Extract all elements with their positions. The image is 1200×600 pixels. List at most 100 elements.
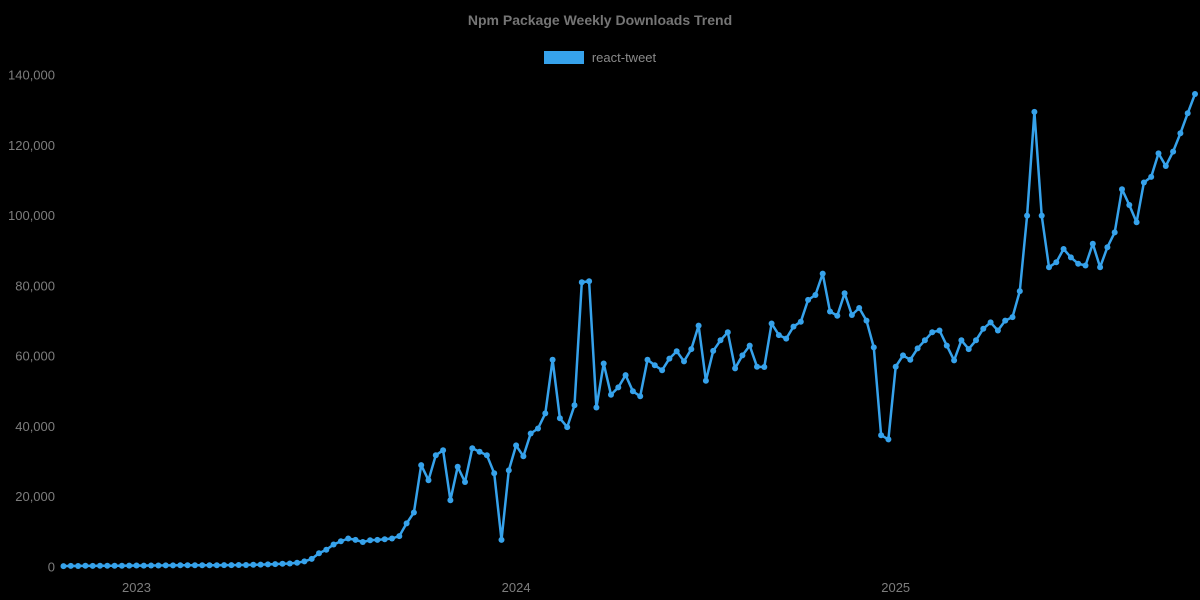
data-point[interactable] [535, 425, 541, 432]
data-point[interactable] [111, 562, 118, 569]
data-point[interactable] [425, 477, 432, 484]
data-point[interactable] [914, 345, 921, 352]
data-point[interactable] [856, 305, 863, 311]
data-point[interactable] [761, 364, 768, 370]
data-point[interactable] [389, 535, 395, 542]
data-point[interactable] [447, 497, 454, 504]
data-point[interactable] [213, 562, 220, 569]
data-point[interactable] [622, 372, 629, 379]
data-point[interactable] [695, 322, 702, 329]
data-point[interactable] [316, 550, 322, 557]
data-point[interactable] [878, 432, 885, 439]
data-point[interactable] [337, 538, 344, 545]
data-point[interactable] [410, 509, 417, 516]
data-point[interactable] [1192, 91, 1198, 97]
legend-item-react-tweet[interactable]: react-tweet [543, 50, 656, 65]
data-point[interactable] [454, 463, 461, 470]
data-point[interactable] [177, 562, 184, 569]
data-point[interactable] [1140, 179, 1147, 186]
data-point[interactable] [797, 318, 804, 325]
data-point[interactable] [418, 462, 425, 469]
data-point[interactable] [1133, 219, 1140, 226]
data-point[interactable] [1053, 259, 1060, 266]
data-point[interactable] [681, 358, 687, 365]
data-point[interactable] [936, 327, 943, 334]
data-point[interactable] [359, 539, 366, 545]
data-point[interactable] [951, 357, 958, 364]
data-point[interactable] [1089, 240, 1096, 247]
data-point[interactable] [637, 393, 644, 400]
data-point[interactable] [403, 520, 410, 527]
data-point[interactable] [374, 536, 381, 543]
data-point[interactable] [644, 356, 651, 363]
data-point[interactable] [1119, 186, 1125, 193]
data-point[interactable] [987, 319, 994, 326]
data-point[interactable] [1016, 288, 1023, 295]
data-point[interactable] [549, 356, 556, 363]
data-point[interactable] [790, 323, 797, 330]
data-point[interactable] [608, 391, 614, 398]
data-point[interactable] [1177, 130, 1184, 137]
data-point[interactable] [834, 312, 841, 319]
data-point[interactable] [352, 536, 359, 543]
data-point[interactable] [739, 352, 746, 359]
data-point[interactable] [148, 562, 155, 569]
data-point[interactable] [717, 337, 724, 344]
data-point[interactable] [666, 355, 673, 362]
data-point[interactable] [67, 562, 74, 569]
data-point[interactable] [162, 562, 169, 569]
data-point[interactable] [469, 445, 476, 452]
data-point[interactable] [673, 348, 680, 355]
data-point[interactable] [1148, 173, 1155, 180]
data-point[interactable] [885, 436, 892, 443]
data-point[interactable] [783, 335, 790, 342]
data-point[interactable] [498, 536, 505, 543]
data-point[interactable] [973, 337, 979, 344]
data-point[interactable] [279, 560, 286, 567]
data-point[interactable] [330, 541, 337, 548]
data-point[interactable] [900, 352, 906, 359]
data-point[interactable] [396, 533, 403, 540]
data-point[interactable] [345, 535, 352, 542]
data-point[interactable] [1031, 108, 1038, 115]
data-point[interactable] [1082, 262, 1089, 269]
data-point[interactable] [235, 562, 242, 568]
data-point[interactable] [746, 342, 753, 349]
data-point[interactable] [578, 279, 585, 286]
data-point[interactable] [483, 452, 490, 459]
data-point[interactable] [659, 367, 666, 374]
data-point[interactable] [827, 308, 833, 315]
data-point[interactable] [710, 347, 717, 354]
data-point[interactable] [520, 453, 527, 460]
data-point[interactable] [89, 562, 96, 569]
data-point[interactable] [848, 312, 855, 318]
data-point[interactable] [140, 562, 147, 569]
data-point[interactable] [1184, 110, 1191, 117]
data-point[interactable] [702, 377, 709, 384]
data-point[interactable] [476, 448, 483, 455]
data-point[interactable] [805, 296, 812, 303]
data-point[interactable] [272, 561, 279, 568]
data-point[interactable] [184, 562, 191, 569]
data-point[interactable] [812, 292, 819, 298]
data-point[interactable] [1075, 260, 1082, 267]
data-point[interactable] [980, 325, 987, 332]
data-point[interactable] [1170, 148, 1177, 155]
data-point[interactable] [206, 562, 213, 569]
data-point[interactable] [118, 562, 125, 569]
data-point[interactable] [440, 447, 447, 454]
data-point[interactable] [82, 562, 89, 569]
data-point[interactable] [126, 562, 133, 569]
data-point[interactable] [1097, 264, 1104, 271]
data-point[interactable] [294, 559, 301, 566]
data-point[interactable] [264, 561, 271, 568]
data-point[interactable] [556, 415, 563, 422]
data-point[interactable] [228, 562, 235, 569]
data-point[interactable] [243, 562, 249, 568]
data-point[interactable] [60, 563, 67, 570]
data-point[interactable] [491, 470, 498, 477]
data-point[interactable] [965, 346, 972, 353]
data-point[interactable] [1104, 244, 1111, 251]
data-point[interactable] [301, 558, 308, 565]
data-point[interactable] [75, 563, 82, 569]
